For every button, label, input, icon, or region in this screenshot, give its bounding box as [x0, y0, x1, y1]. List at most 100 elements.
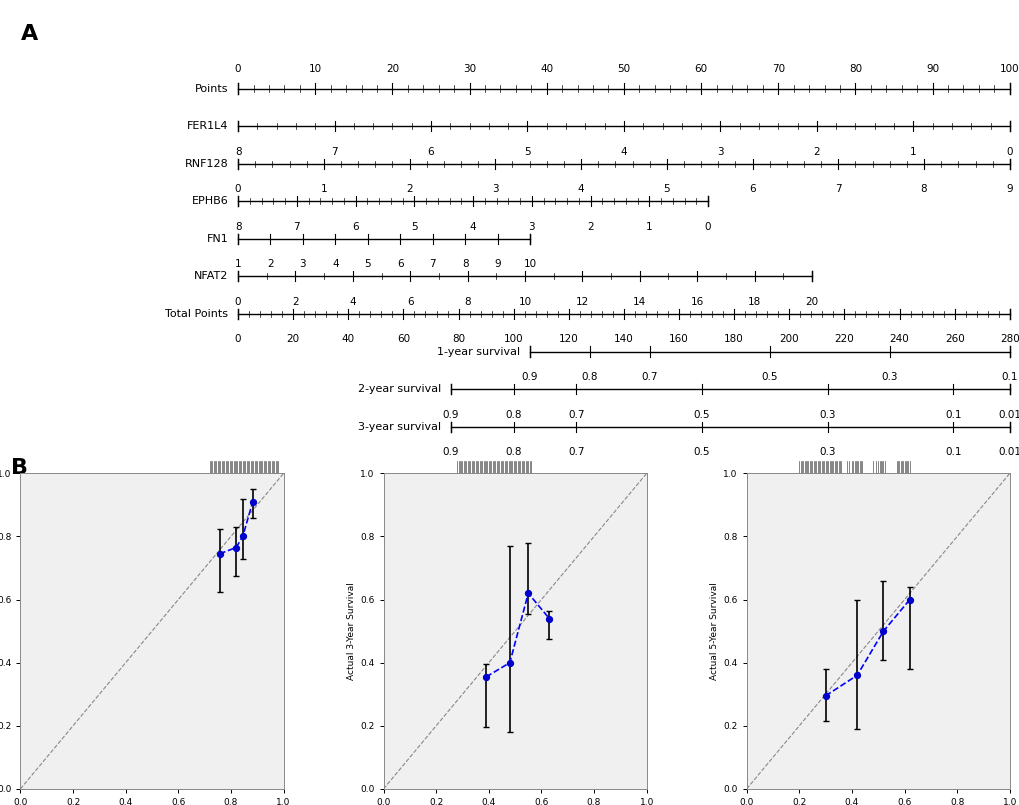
Text: 280: 280 [999, 334, 1019, 345]
Text: 1-year survival: 1-year survival [436, 346, 520, 357]
Text: 0.3: 0.3 [818, 447, 836, 457]
Text: 14: 14 [633, 297, 646, 307]
Text: 0.5: 0.5 [761, 372, 777, 382]
Text: FER1L4: FER1L4 [186, 121, 228, 131]
Text: 260: 260 [944, 334, 964, 345]
Text: 40: 40 [341, 334, 355, 345]
Text: 5: 5 [662, 184, 669, 194]
Text: 70: 70 [771, 64, 784, 73]
Text: 1: 1 [909, 147, 916, 157]
Text: 8: 8 [464, 297, 471, 307]
Text: 50: 50 [616, 64, 630, 73]
Point [848, 669, 864, 682]
Text: FN1: FN1 [206, 233, 228, 244]
Text: 4: 4 [577, 184, 584, 194]
Point [228, 541, 245, 554]
Text: 0.8: 0.8 [504, 410, 522, 419]
Point [211, 547, 227, 560]
Point [874, 625, 891, 638]
Text: 6: 6 [749, 184, 755, 194]
Text: 0.3: 0.3 [880, 372, 897, 382]
Text: 160: 160 [668, 334, 688, 345]
Text: EPHB6: EPHB6 [192, 196, 228, 206]
Text: 0.1: 0.1 [944, 410, 961, 419]
Text: 10: 10 [523, 259, 536, 270]
Text: 0.8: 0.8 [504, 447, 522, 457]
Text: 7: 7 [293, 221, 300, 232]
Text: 1: 1 [645, 221, 652, 232]
Point [245, 495, 261, 508]
Text: Total Points: Total Points [165, 309, 228, 319]
Text: 4: 4 [470, 221, 476, 232]
Text: 2: 2 [587, 221, 593, 232]
Text: 7: 7 [429, 259, 435, 270]
Text: 8: 8 [234, 147, 242, 157]
Text: 5: 5 [364, 259, 371, 270]
Text: 20: 20 [385, 64, 398, 73]
Text: 2: 2 [291, 297, 299, 307]
Text: 6: 6 [407, 297, 413, 307]
Point [520, 587, 536, 600]
Text: 100: 100 [999, 64, 1019, 73]
Point [816, 689, 833, 702]
Text: 0.7: 0.7 [568, 410, 584, 419]
Text: 2: 2 [267, 259, 273, 270]
Text: 8: 8 [920, 184, 926, 194]
Text: A: A [20, 24, 38, 44]
Text: 0.7: 0.7 [568, 447, 584, 457]
Text: 2-year survival: 2-year survival [358, 384, 440, 394]
Text: 240: 240 [889, 334, 909, 345]
Text: 6: 6 [427, 147, 434, 157]
Text: 0.1: 0.1 [1001, 372, 1017, 382]
Text: 10: 10 [518, 297, 531, 307]
Point [541, 612, 557, 625]
Text: 0: 0 [234, 297, 242, 307]
Text: 30: 30 [463, 64, 476, 73]
Text: 0.5: 0.5 [693, 447, 709, 457]
Y-axis label: Actual 3-Year Survival: Actual 3-Year Survival [346, 582, 356, 680]
Text: 6: 6 [352, 221, 359, 232]
Text: 5: 5 [524, 147, 530, 157]
Text: 1: 1 [320, 184, 327, 194]
Text: 200: 200 [779, 334, 798, 345]
Text: 0.5: 0.5 [693, 410, 709, 419]
Text: 3: 3 [716, 147, 723, 157]
Text: 100: 100 [503, 334, 523, 345]
Text: 3: 3 [300, 259, 306, 270]
Text: 3-year survival: 3-year survival [358, 422, 440, 431]
Point [234, 530, 251, 543]
Point [501, 656, 518, 669]
Text: 0.8: 0.8 [581, 372, 597, 382]
Text: 220: 220 [834, 334, 854, 345]
Text: 0.01: 0.01 [998, 447, 1019, 457]
Text: 0.1: 0.1 [944, 447, 961, 457]
Text: 0: 0 [1006, 147, 1012, 157]
Text: 9: 9 [494, 259, 500, 270]
Point [478, 671, 494, 683]
Y-axis label: Actual 5-Year Survival: Actual 5-Year Survival [709, 582, 718, 680]
Text: RNF128: RNF128 [184, 159, 228, 169]
Text: 12: 12 [575, 297, 588, 307]
Text: 40: 40 [540, 64, 552, 73]
Text: 0.3: 0.3 [818, 410, 836, 419]
Text: 0: 0 [234, 334, 242, 345]
Text: 8: 8 [234, 221, 242, 232]
Text: 1: 1 [234, 259, 242, 270]
Text: 9: 9 [1006, 184, 1012, 194]
Text: 0.7: 0.7 [641, 372, 657, 382]
Text: 20: 20 [286, 334, 300, 345]
Text: Points: Points [195, 84, 228, 93]
Text: 0: 0 [234, 184, 242, 194]
Text: 180: 180 [723, 334, 743, 345]
Text: 0.9: 0.9 [521, 372, 538, 382]
Text: 60: 60 [694, 64, 707, 73]
Text: 80: 80 [848, 64, 861, 73]
Text: 5: 5 [411, 221, 417, 232]
Text: 0: 0 [704, 221, 710, 232]
Text: 6: 6 [396, 259, 404, 270]
Point [901, 593, 917, 606]
Text: 7: 7 [331, 147, 337, 157]
Text: 3: 3 [528, 221, 535, 232]
Text: 80: 80 [451, 334, 465, 345]
Text: 0.01: 0.01 [998, 410, 1019, 419]
